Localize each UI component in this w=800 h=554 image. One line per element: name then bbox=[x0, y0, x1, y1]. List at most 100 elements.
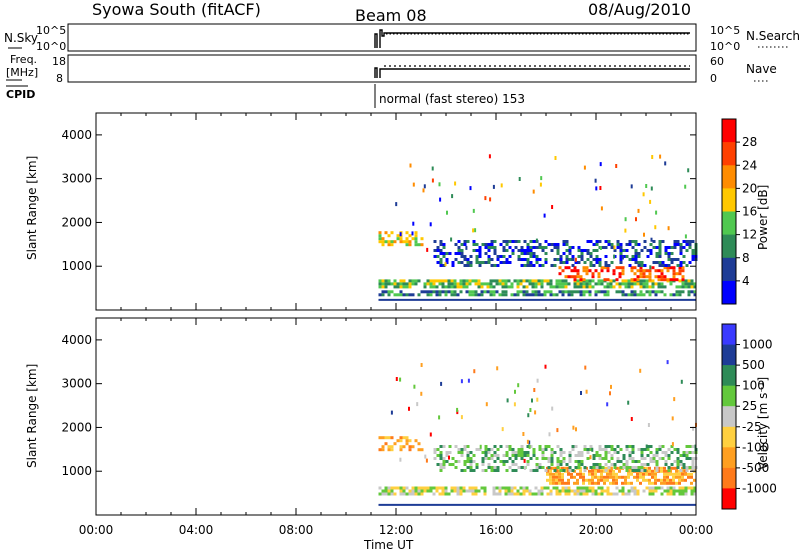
heatmap-cell bbox=[423, 184, 426, 189]
heatmap-cell bbox=[691, 249, 695, 252]
heatmap-cell bbox=[679, 264, 683, 267]
heatmap-cell bbox=[639, 275, 643, 279]
heatmap-cell bbox=[582, 475, 585, 479]
heatmap-cell bbox=[516, 290, 520, 294]
heatmap-cell bbox=[502, 246, 506, 249]
heatmap-cell bbox=[451, 194, 454, 199]
heatmap-cell bbox=[549, 489, 553, 493]
heatmap-cell bbox=[429, 489, 433, 493]
heatmap-cell bbox=[582, 492, 586, 496]
heatmap-cell bbox=[393, 293, 397, 297]
heatmap-cell bbox=[676, 258, 680, 261]
heatmap-cell bbox=[592, 258, 596, 261]
heatmap-cell bbox=[450, 290, 454, 294]
velocity-colorbar-label: Velocity [m s⁻¹] bbox=[756, 377, 770, 470]
heatmap-cell bbox=[558, 481, 561, 485]
heatmap-cell bbox=[642, 293, 646, 297]
heatmap-cell bbox=[688, 243, 692, 246]
heatmap-cell bbox=[688, 466, 692, 469]
heatmap-cell bbox=[445, 451, 449, 454]
heatmap-cell bbox=[673, 448, 677, 451]
heatmap-cell bbox=[655, 246, 659, 249]
heatmap-cell bbox=[561, 282, 565, 286]
heatmap-cell bbox=[664, 463, 668, 466]
colorbar-segment bbox=[722, 211, 736, 236]
heatmap-cell bbox=[685, 249, 689, 252]
heatmap-cell bbox=[619, 448, 623, 451]
heatmap-cell bbox=[409, 163, 412, 168]
heatmap-cell bbox=[595, 243, 599, 246]
heatmap-cell bbox=[442, 264, 446, 267]
heatmap-cell bbox=[684, 184, 687, 189]
heatmap-cell bbox=[414, 282, 418, 286]
heatmap-cell bbox=[646, 463, 650, 466]
heatmap-cell bbox=[663, 285, 667, 289]
heatmap-cell bbox=[631, 246, 635, 249]
heatmap-cell bbox=[432, 486, 436, 490]
heatmap-cell bbox=[501, 279, 505, 283]
heatmap-cell bbox=[459, 279, 463, 283]
heatmap-cell bbox=[670, 261, 674, 264]
heatmap-cell bbox=[663, 275, 667, 279]
heatmap-cell bbox=[448, 252, 452, 255]
heatmap-cell bbox=[612, 285, 616, 289]
heatmap-cell bbox=[544, 469, 548, 472]
heatmap-cell bbox=[577, 261, 581, 264]
heatmap-cell bbox=[652, 261, 656, 264]
heatmap-cell bbox=[487, 457, 491, 460]
heatmap-cell bbox=[511, 252, 515, 255]
heatmap-cell bbox=[603, 278, 607, 282]
heatmap-cell bbox=[453, 293, 457, 297]
heatmap-cell bbox=[480, 282, 484, 286]
heatmap-cell bbox=[460, 255, 464, 258]
heatmap-cell bbox=[631, 469, 635, 472]
heatmap-cell bbox=[540, 293, 544, 297]
heatmap-cell bbox=[690, 492, 694, 496]
heatmap-cell bbox=[613, 451, 617, 454]
heatmap-cell bbox=[459, 492, 463, 496]
heatmap-cell bbox=[597, 492, 601, 496]
heatmap-cell bbox=[493, 469, 497, 472]
heatmap-cell bbox=[473, 369, 476, 374]
nsky-label: N.Sky bbox=[4, 31, 38, 45]
heatmap-cell bbox=[537, 293, 541, 297]
heatmap-cell bbox=[472, 243, 476, 246]
heatmap-cell bbox=[562, 240, 566, 243]
heatmap-cell bbox=[607, 243, 611, 246]
heatmap-cell bbox=[630, 481, 633, 485]
heatmap-cell bbox=[487, 255, 491, 258]
heatmap-cell bbox=[552, 472, 555, 476]
heatmap-cell bbox=[667, 252, 671, 255]
heatmap-cell bbox=[502, 463, 506, 466]
heatmap-cell bbox=[681, 266, 685, 270]
heatmap-cell bbox=[552, 285, 556, 289]
heatmap-cell bbox=[606, 266, 610, 270]
heatmap-cell bbox=[466, 466, 470, 469]
heatmap-cell bbox=[628, 457, 632, 460]
heatmap-cell bbox=[433, 457, 437, 460]
heatmap-cell bbox=[507, 279, 511, 283]
heatmap-cell bbox=[468, 489, 472, 493]
heatmap-cell bbox=[547, 460, 551, 463]
heatmap-cell bbox=[534, 492, 538, 496]
heatmap-cell bbox=[526, 463, 530, 466]
heatmap-cell bbox=[622, 463, 626, 466]
heatmap-cell bbox=[685, 451, 689, 454]
heatmap-cell bbox=[534, 279, 538, 283]
heatmap-cell bbox=[435, 290, 439, 294]
heatmap-cell bbox=[630, 285, 634, 289]
heatmap-cell bbox=[594, 472, 597, 476]
heatmap-cell bbox=[526, 243, 530, 246]
heatmap-cell bbox=[414, 489, 418, 493]
heatmap-cell bbox=[561, 486, 565, 490]
heatmap-cell bbox=[670, 463, 674, 466]
heatmap-cell bbox=[556, 457, 560, 460]
heatmap-cell bbox=[660, 481, 663, 485]
heatmap-cell bbox=[432, 285, 436, 289]
heatmap-cell bbox=[432, 290, 436, 294]
heatmap-cell bbox=[648, 469, 651, 473]
heatmap-cell bbox=[540, 285, 544, 289]
heatmap-cell bbox=[624, 285, 628, 289]
